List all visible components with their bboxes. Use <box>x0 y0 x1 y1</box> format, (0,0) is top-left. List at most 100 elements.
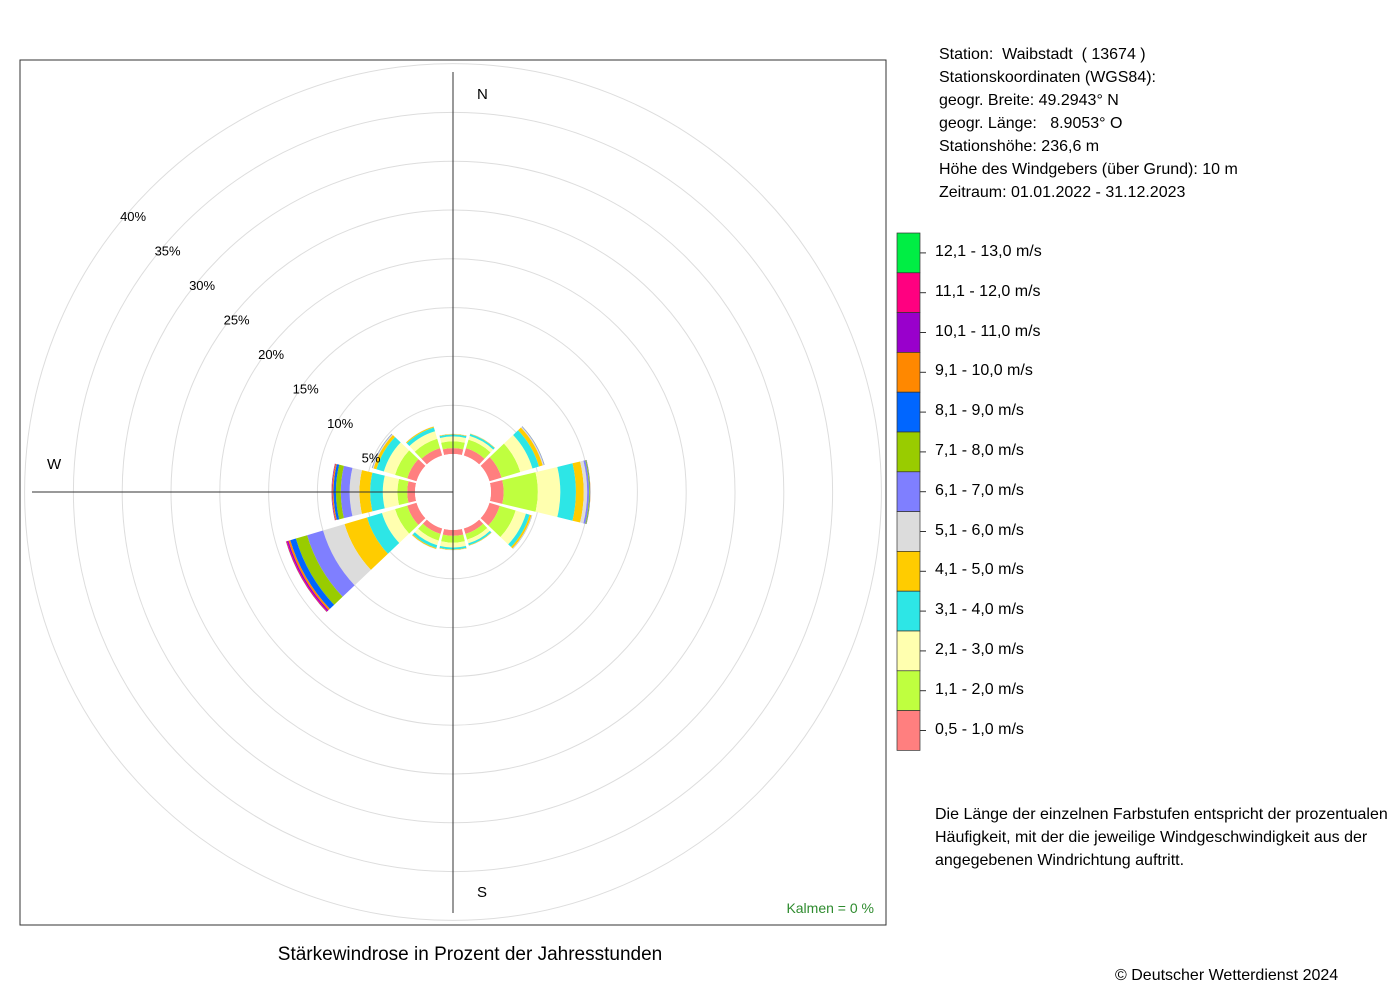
sector-segment <box>518 427 543 467</box>
sector-segment <box>500 510 526 545</box>
wind-sector-120 <box>480 502 533 549</box>
legend-label: 1,1 - 2,0 m/s <box>935 680 1024 698</box>
legend-label: 6,1 - 7,0 m/s <box>935 481 1024 499</box>
sector-segment <box>468 530 492 546</box>
radial-tick-label: 35% <box>155 244 181 259</box>
direction-labels: N W S <box>47 86 488 901</box>
sector-segment <box>585 460 590 524</box>
legend-swatch <box>896 272 921 313</box>
sector-segment <box>586 459 591 525</box>
station-info-line: Zeitraum: 01.01.2022 - 31.12.2023 <box>939 184 1186 201</box>
radial-tick-labels: 5% 10% 15% 20% 25% 30% 35% 40% <box>120 209 381 466</box>
sector-segment <box>383 442 410 475</box>
sector-segment <box>586 459 591 525</box>
legend-label: 2,1 - 3,0 m/s <box>935 640 1024 658</box>
legend-swatch <box>896 511 921 552</box>
sector-segment <box>489 443 521 478</box>
sector-segment <box>480 502 500 526</box>
sector-segment <box>421 448 443 465</box>
sector-segment <box>331 463 335 521</box>
radial-tick-label: 20% <box>258 347 284 362</box>
radial-tick-label: 5% <box>362 451 381 466</box>
legend-label: 3,1 - 4,0 m/s <box>935 601 1024 619</box>
direction-label-s: S <box>477 884 487 901</box>
plot-frame <box>19 59 887 926</box>
sector-segment <box>557 463 576 521</box>
station-info-line: geogr. Breite: 49.2943° N <box>939 92 1119 109</box>
legend-swatch <box>896 352 921 393</box>
sector-segment <box>414 528 439 546</box>
sector-segment <box>467 528 490 544</box>
legend-label: 12,1 - 13,0 m/s <box>935 242 1042 260</box>
sector-segment <box>439 433 467 437</box>
legend-swatch <box>896 670 921 711</box>
direction-label-n: N <box>477 86 488 103</box>
sector-segment <box>373 434 395 470</box>
sector-segment <box>418 523 441 541</box>
sector-segment <box>439 433 467 436</box>
footnote-line: angegebenen Windrichtung auftritt. <box>935 852 1185 869</box>
sector-segment <box>307 530 355 597</box>
calms-label: Kalmen = 0 % <box>786 900 874 916</box>
wind-sector-240 <box>285 502 426 613</box>
sector-segment <box>331 463 336 521</box>
legend-label: 5,1 - 6,0 m/s <box>935 521 1024 539</box>
legend-swatch <box>896 312 921 353</box>
wind-sector-60 <box>480 426 545 482</box>
station-info-line: Stationshöhe: 236,6 m <box>939 138 1100 155</box>
legend-label: 0,5 - 1,0 m/s <box>935 720 1024 738</box>
sector-segment <box>412 534 437 550</box>
sector-segment <box>331 463 336 521</box>
legend-swatch <box>896 551 921 592</box>
radial-tick-label: 40% <box>120 209 146 224</box>
legend-label: 7,1 - 8,0 m/s <box>935 441 1024 459</box>
sector-segment <box>511 514 532 549</box>
radial-gridline <box>24 63 882 921</box>
sector-segment <box>503 434 533 473</box>
sector-segment <box>395 505 419 534</box>
chart-title: Stärkewindrose in Prozent der Jahresstun… <box>277 944 663 965</box>
legend-label: 11,1 - 12,0 m/s <box>935 282 1041 300</box>
station-info-line: Station: Waibstadt ( 13674 ) <box>939 46 1146 63</box>
sector-segment <box>513 430 540 469</box>
wind-sector-330 <box>405 426 443 465</box>
sector-segment <box>468 435 494 453</box>
sector-segment <box>580 460 588 524</box>
legend-label: 4,1 - 5,0 m/s <box>935 561 1024 579</box>
sector-segment <box>502 472 538 512</box>
legend-swatch <box>896 232 921 274</box>
radial-tick-label: 15% <box>293 382 319 397</box>
radial-tick-label: 30% <box>189 278 215 293</box>
sector-segment <box>439 548 467 551</box>
legend-label: 10,1 - 11,0 m/s <box>935 322 1041 340</box>
legend-swatch <box>896 431 921 473</box>
speed-legend-swatches <box>896 232 926 751</box>
wind-sector-150 <box>463 519 492 546</box>
sector-segment <box>480 457 502 482</box>
sector-segment <box>322 524 371 586</box>
legend-swatch <box>896 471 921 512</box>
sector-segment <box>463 448 485 465</box>
sector-segment <box>290 538 335 609</box>
sector-segment <box>439 547 467 551</box>
station-info-line: Höhe des Windgebers (über Grund): 10 m <box>939 161 1238 178</box>
sector-segment <box>488 505 516 537</box>
wind-sector-90 <box>489 459 591 525</box>
wind-sector-300 <box>371 433 426 482</box>
direction-label-w: W <box>47 456 62 473</box>
sector-segment <box>332 463 337 521</box>
wind-sectors <box>285 426 591 613</box>
sector-segment <box>414 438 440 459</box>
sector-segment <box>535 466 561 518</box>
sector-segment <box>344 517 388 570</box>
sector-segment <box>463 519 484 535</box>
radial-tick-label: 25% <box>224 313 250 328</box>
footnote-line: Häufigkeit, mit der die jeweilige Windge… <box>935 829 1368 846</box>
sector-segment <box>406 427 436 447</box>
sector-segment <box>572 461 584 523</box>
station-info-line: geogr. Länge: 8.9053° O <box>939 115 1123 132</box>
legend-swatch <box>896 590 921 632</box>
sector-segment <box>466 439 491 459</box>
legend-swatch <box>896 391 921 433</box>
